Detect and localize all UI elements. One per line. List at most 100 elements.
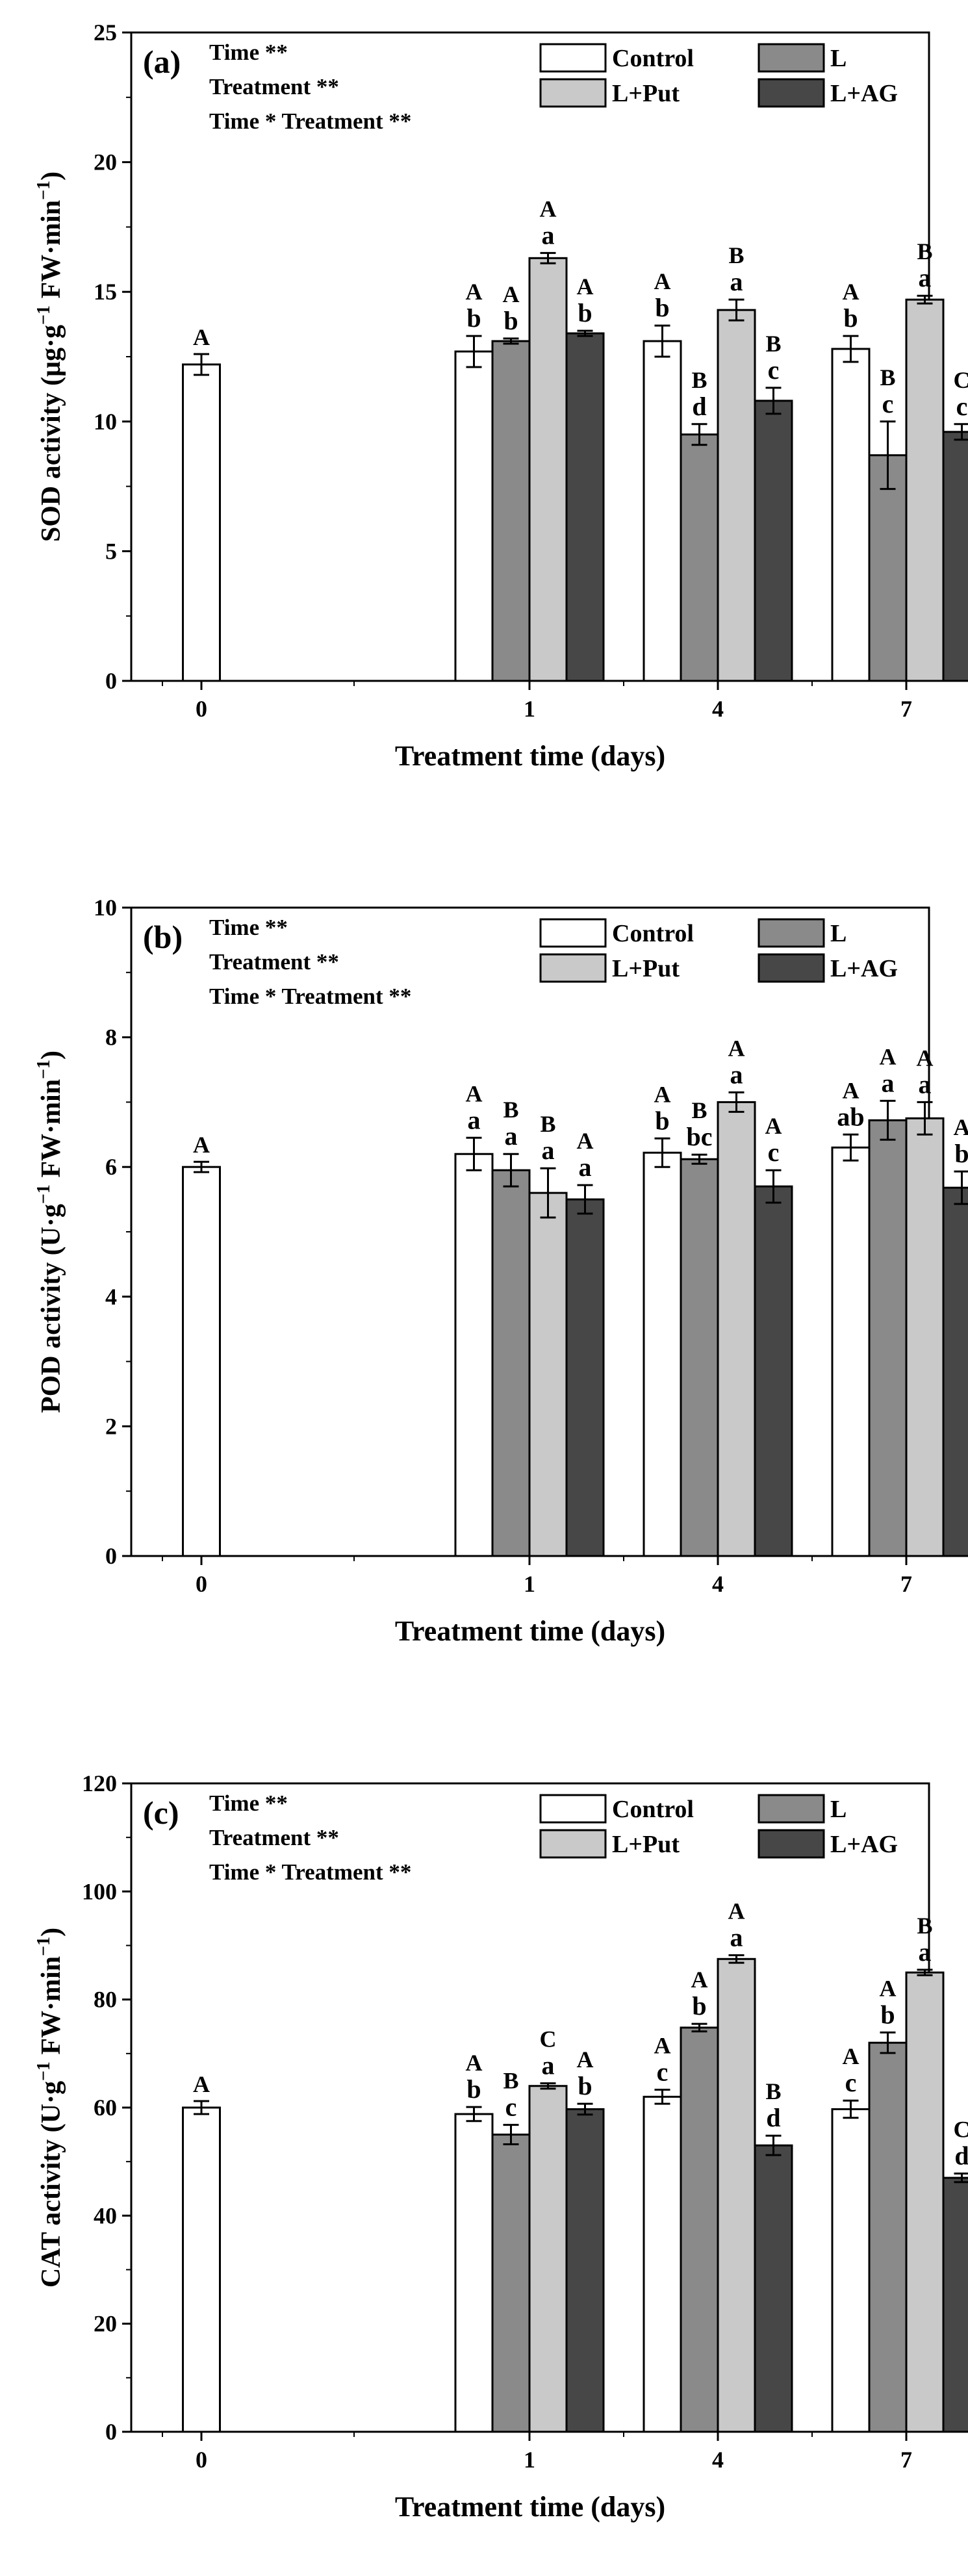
- x-tick-label: 7: [900, 1571, 912, 1597]
- stats-annotation: Time * Treatment **: [209, 1859, 411, 1885]
- bar: [528, 1192, 568, 1557]
- significance-upper: A: [193, 324, 210, 350]
- significance-upper: A: [843, 279, 860, 305]
- y-tick-label: 6: [105, 1154, 117, 1180]
- legend-swatch: [539, 1829, 607, 1859]
- y-tick-label: 0: [105, 1543, 117, 1569]
- y-axis-label-part: FW·min: [36, 200, 66, 305]
- legend-swatch: [539, 953, 607, 983]
- significance-lower: a: [882, 1068, 895, 1097]
- legend-label: L: [830, 45, 847, 72]
- significance-upper: B: [503, 1097, 518, 1123]
- x-tick-label: 0: [196, 696, 207, 722]
- significance-upper: A: [466, 279, 483, 305]
- y-tick-label: 8: [105, 1025, 117, 1051]
- chart-panel-0: 0 5 10 15 20 25 0 1 4 7 Treatment time (days) SOD a…: [34, 19, 968, 772]
- y-axis-label-part: FW·min: [36, 1956, 66, 2061]
- bar: [454, 2113, 494, 2433]
- stats-annotation: Time **: [209, 1791, 288, 1816]
- legend-swatch: [539, 78, 607, 108]
- y-axis-label-part: ): [36, 1051, 66, 1060]
- significance-upper: B: [503, 2068, 518, 2094]
- bar: [868, 2041, 908, 2433]
- stats-annotation: Time **: [209, 40, 288, 65]
- significance-lower: b: [578, 2071, 592, 2100]
- legend-label: L+Put: [612, 80, 680, 107]
- bar: [717, 1101, 756, 1557]
- significance-upper: B: [880, 364, 895, 390]
- y-tick-label: 20: [94, 2311, 117, 2337]
- significance-upper: A: [466, 2050, 483, 2076]
- y-tick-label: 120: [82, 1770, 117, 1796]
- bar: [565, 2108, 605, 2433]
- y-axis-label-part: FW·min: [36, 1079, 66, 1184]
- significance-upper: A: [577, 274, 594, 300]
- significance-lower: b: [692, 1991, 706, 2021]
- x-axis-label: Treatment time (days): [395, 740, 665, 772]
- bar: [454, 350, 494, 682]
- x-tick-label: 7: [900, 696, 912, 722]
- significance-lower: c: [768, 355, 780, 385]
- significance-lower: c: [956, 392, 968, 421]
- significance-upper: A: [577, 2047, 594, 2072]
- y-tick-label: 10: [94, 409, 117, 435]
- significance-upper: C: [540, 2026, 557, 2052]
- y-tick-label: 0: [105, 668, 117, 694]
- bar: [680, 2026, 719, 2433]
- significance-lower: a: [505, 1121, 518, 1151]
- significance-upper: A: [728, 1035, 745, 1061]
- bar: [454, 1153, 494, 1557]
- stats-annotation: Time **: [209, 915, 288, 940]
- bar: [182, 363, 221, 682]
- bar: [528, 257, 568, 682]
- legend-swatch: [539, 43, 607, 73]
- y-axis-label: POD activity (U·g−1 FW·min−1): [34, 1051, 66, 1413]
- bar: [942, 1186, 968, 1557]
- significance-upper: A: [540, 196, 557, 222]
- legend-swatch: [758, 43, 825, 73]
- bar: [905, 1971, 945, 2433]
- stats-annotation: Time * Treatment **: [209, 108, 411, 134]
- significance-lower: c: [505, 2093, 517, 2122]
- y-axis-label-part: ): [36, 172, 66, 181]
- significance-upper: B: [691, 1097, 707, 1123]
- legend-label: L: [830, 920, 847, 947]
- significance-upper: A: [880, 1043, 897, 1069]
- bar: [680, 433, 719, 682]
- legend-swatch: [539, 918, 607, 948]
- bar: [528, 2085, 568, 2433]
- significance-upper: B: [917, 238, 932, 264]
- significance-upper: A: [466, 1080, 483, 1106]
- y-axis-label-part: −1: [34, 2061, 54, 2081]
- y-tick-label: 100: [82, 1878, 117, 1904]
- y-axis-label-part: POD activity (U·g: [36, 1204, 66, 1413]
- chart-panel-2: 0 20 40 60 80 100 120 0 1 4 7 Treatment time (days)…: [34, 1770, 968, 2523]
- bar: [831, 348, 871, 682]
- y-tick-label: 25: [94, 19, 117, 45]
- x-tick-label: 7: [900, 2447, 912, 2473]
- significance-lower: a: [919, 263, 932, 292]
- y-tick-label: 10: [94, 895, 117, 921]
- significance-lower: d: [766, 2103, 780, 2132]
- bar: [643, 340, 682, 682]
- x-axis-label: Treatment time (days): [395, 2491, 665, 2523]
- significance-upper: A: [503, 281, 520, 307]
- x-tick-label: 4: [712, 2447, 724, 2473]
- y-tick-label: 20: [94, 149, 117, 175]
- significance-upper: B: [765, 2078, 781, 2104]
- significance-lower: a: [730, 1922, 743, 1952]
- y-tick-label: 2: [105, 1413, 117, 1439]
- significance-lower: b: [466, 2074, 481, 2104]
- legend-label: L+Put: [612, 1831, 680, 1858]
- bar: [491, 340, 531, 682]
- significance-lower: b: [578, 298, 592, 327]
- significance-lower: b: [843, 303, 858, 333]
- legend-swatch: [758, 1829, 825, 1859]
- y-axis-label-part: SOD activity (μg·g: [36, 325, 66, 542]
- y-axis-label-part: −1: [34, 1184, 54, 1204]
- panel-label: (c): [143, 1794, 179, 1831]
- legend-swatch: [539, 1794, 607, 1824]
- bar: [942, 2176, 968, 2433]
- significance-lower: c: [768, 1138, 780, 1167]
